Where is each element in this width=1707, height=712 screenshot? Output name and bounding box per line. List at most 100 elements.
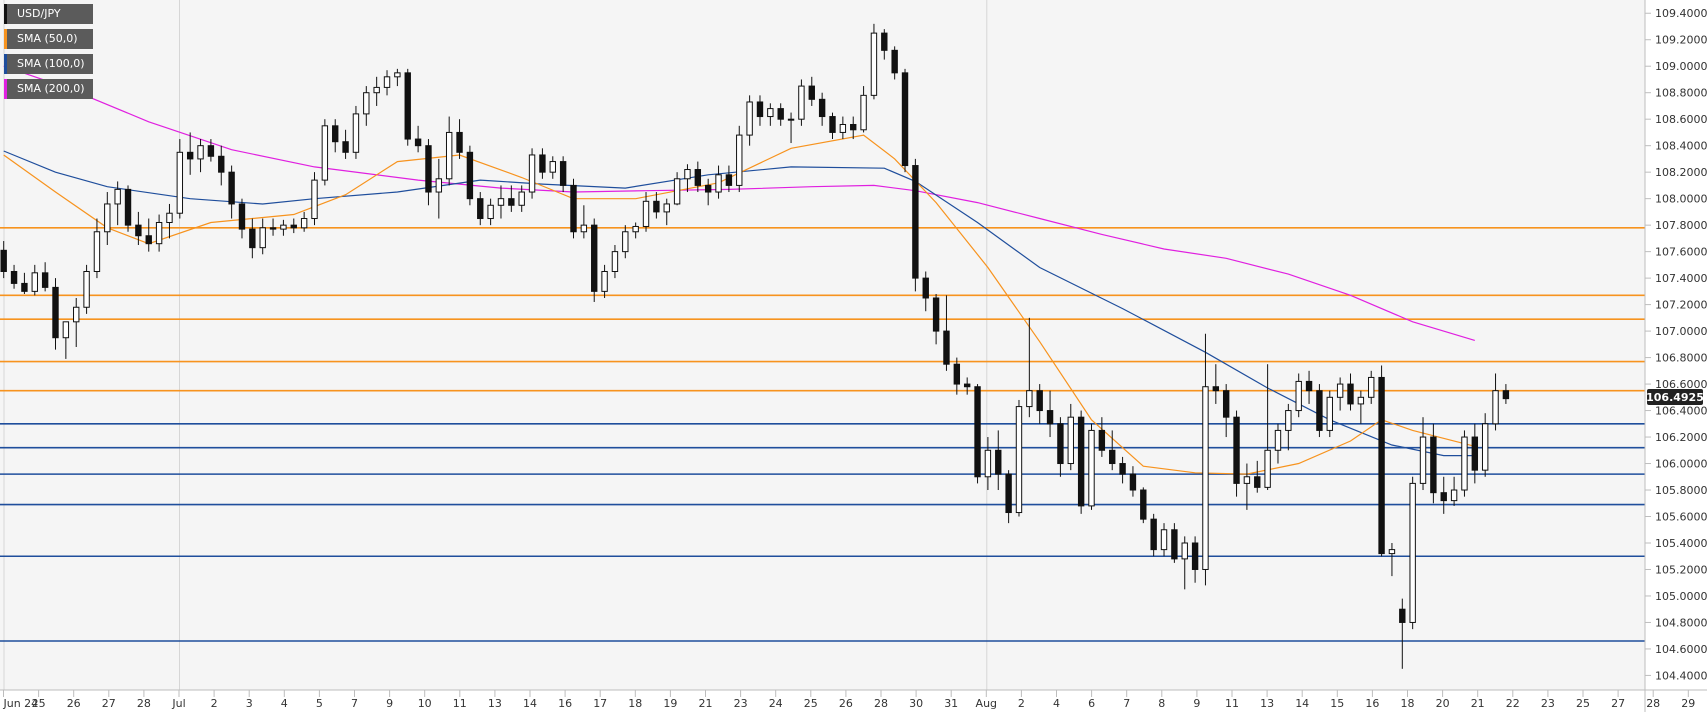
candle xyxy=(1399,598,1406,669)
candle xyxy=(41,262,49,292)
candle xyxy=(1471,423,1479,484)
candle xyxy=(445,116,453,186)
candle xyxy=(912,158,919,292)
candle-body-down xyxy=(1140,489,1147,520)
x-tick-label: 2 xyxy=(1018,697,1025,710)
x-tick-label: Jul xyxy=(171,697,185,710)
candle-body-down xyxy=(725,174,733,186)
candle-body-down xyxy=(0,249,7,272)
candle xyxy=(694,161,702,193)
candle xyxy=(363,86,370,126)
candle-body-down xyxy=(1254,476,1261,488)
candle xyxy=(373,76,380,106)
candle xyxy=(591,218,598,302)
candle xyxy=(943,295,950,371)
candle-body-up xyxy=(663,203,670,213)
candle xyxy=(1088,423,1095,510)
candle xyxy=(218,145,225,186)
legend-swatch-sma50 xyxy=(4,29,7,49)
candle-body-up xyxy=(684,169,691,180)
y-tick-label: 107.4000 xyxy=(1655,272,1707,285)
candle-body-down xyxy=(1378,376,1385,555)
x-tick-label: 13 xyxy=(488,697,502,710)
y-tick-label: 104.4000 xyxy=(1655,669,1707,682)
candle-body-down xyxy=(269,227,277,230)
legend-item-sma50[interactable]: SMA (50,0) xyxy=(4,29,93,49)
candle-body-down xyxy=(559,161,567,186)
candle xyxy=(1305,370,1313,404)
session-lines xyxy=(3,0,988,690)
x-tick-label: 25 xyxy=(32,697,46,710)
candle xyxy=(922,271,929,312)
legend-item-sma200[interactable]: SMA (200,0) xyxy=(4,79,93,99)
y-tick-label: 108.0000 xyxy=(1655,193,1707,206)
candle xyxy=(653,192,660,219)
candle-body-down xyxy=(414,138,422,147)
candle-body-down xyxy=(1191,542,1199,570)
candle xyxy=(1036,384,1043,424)
y-tick-label: 106.4000 xyxy=(1655,405,1707,418)
x-tick-label: 4 xyxy=(281,697,288,710)
candle-body-down xyxy=(995,449,1002,475)
candle xyxy=(497,185,505,219)
candle-body-up xyxy=(870,32,878,96)
candle xyxy=(798,79,805,126)
candle-body-up xyxy=(497,198,505,206)
candle-body-up xyxy=(839,123,847,133)
candle xyxy=(145,218,152,252)
y-tick-label: 106.0000 xyxy=(1655,458,1707,471)
candle xyxy=(549,156,556,179)
candle-body-up xyxy=(1067,416,1074,465)
candle xyxy=(197,139,204,173)
legend-swatch-sma100 xyxy=(4,54,7,74)
candle-body-down xyxy=(570,184,577,233)
candle xyxy=(1481,413,1489,477)
candle-body-up xyxy=(549,161,556,173)
candle xyxy=(1119,456,1126,484)
y-tick-label: 108.4000 xyxy=(1655,140,1707,153)
candle-body-up xyxy=(798,85,805,120)
candlesticks xyxy=(0,23,1510,669)
candle-body-down xyxy=(694,169,702,186)
candle xyxy=(704,178,712,206)
candle-body-up xyxy=(1492,390,1499,425)
candle xyxy=(984,437,992,491)
x-tick-label: 28 xyxy=(137,697,151,710)
legend-item-usdjpy[interactable]: USD/JPY xyxy=(4,4,93,24)
x-tick-label: 24 xyxy=(769,697,783,710)
candle-body-up xyxy=(1336,383,1344,398)
candle-body-down xyxy=(891,49,898,74)
candle xyxy=(1285,403,1292,451)
x-tick-label: 19 xyxy=(663,697,677,710)
candle xyxy=(1222,384,1230,438)
y-tick-label: 108.8000 xyxy=(1655,87,1707,100)
x-tick-label: 16 xyxy=(558,697,572,710)
legend-label-sma50: SMA (50,0) xyxy=(17,32,78,45)
x-tick-label: 25 xyxy=(804,697,818,710)
candle-body-down xyxy=(218,155,225,173)
candle-body-down xyxy=(41,272,49,288)
x-tick-label: 23 xyxy=(734,697,748,710)
candle-body-up xyxy=(280,224,287,230)
x-tick-label: 28 xyxy=(1646,697,1660,710)
candle-body-down xyxy=(238,203,246,230)
candle-body-up xyxy=(1450,489,1458,502)
candle-body-up xyxy=(1160,529,1168,551)
x-tick-label: 2 xyxy=(211,697,218,710)
candle xyxy=(280,219,287,236)
candle-body-down xyxy=(124,188,132,226)
candle-body-down xyxy=(145,235,152,245)
candle-body-up xyxy=(715,174,722,193)
candle xyxy=(1171,523,1178,563)
legend-item-sma100[interactable]: SMA (100,0) xyxy=(4,54,93,74)
candle xyxy=(207,139,215,162)
candle-body-down xyxy=(850,123,857,131)
candle-body-down xyxy=(207,145,215,157)
candle-body-down xyxy=(425,145,432,193)
x-tick-label: 10 xyxy=(418,697,432,710)
legend-label-usdjpy: USD/JPY xyxy=(17,7,61,20)
candle-body-down xyxy=(1502,390,1510,400)
candle xyxy=(1461,430,1468,497)
candle xyxy=(1326,390,1333,438)
